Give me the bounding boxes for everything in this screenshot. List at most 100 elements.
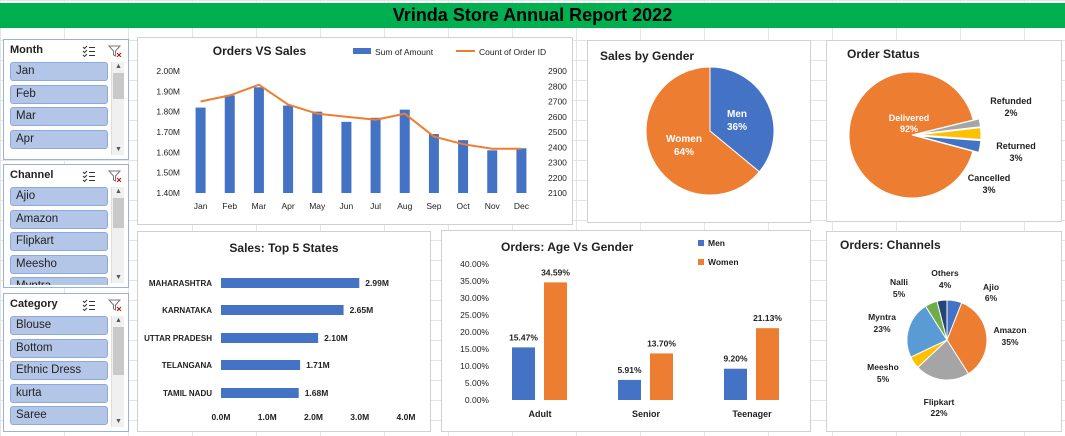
status-slice-refunded: [917, 118, 982, 135]
status-value-returned: 3%: [1009, 153, 1022, 163]
report-title-banner: Vrinda Store Annual Report 2022: [0, 3, 1065, 28]
scroll-thumb[interactable]: [113, 73, 124, 99]
x-tick-label: May: [309, 201, 326, 211]
age-bar-value-label: 21.13%: [753, 313, 782, 323]
y-right-tick-label: 2100: [548, 188, 567, 198]
category-slicer-scrollbar[interactable]: ▲ ▼: [111, 316, 124, 427]
y-tick-label: 30.00%: [460, 293, 489, 303]
y-tick-label: 0.00%: [465, 395, 490, 405]
month-slicer-scrollbar[interactable]: ▲ ▼: [111, 62, 124, 155]
x-tick-label: 4.0M: [397, 412, 416, 422]
channel-slicer[interactable]: ChannelAjioAmazonFlipkartMeeshoMyntra▲▼: [3, 164, 129, 288]
order-status-title: Order Status: [847, 47, 920, 61]
legend-swatch-women: [698, 259, 704, 265]
scroll-thumb[interactable]: [113, 327, 124, 375]
x-tick-label: Jul: [370, 201, 381, 211]
legend-label-women: Women: [708, 257, 739, 267]
sales-by-gender-chart: Men 36% Women 64%: [645, 66, 775, 196]
state-bar: [221, 333, 319, 343]
state-label: MAHARASHTRA: [149, 279, 212, 288]
state-value-label: 2.10M: [324, 333, 348, 343]
slicer-item-feb[interactable]: Feb: [10, 84, 108, 104]
slicer-item-jan[interactable]: Jan: [10, 62, 108, 81]
channels-card: Orders: Channels Ajio 6% Amazon 35% Flipkart…: [826, 231, 1062, 432]
legend-label-men: Men: [708, 238, 725, 248]
y-tick-label: 25.00%: [460, 310, 489, 320]
slicer-item-meesho[interactable]: Meesho: [10, 254, 108, 274]
month-slicer[interactable]: Month Jan Feb Mar Apr ▲ ▼: [3, 39, 129, 160]
scroll-up-icon[interactable]: ▲: [115, 188, 122, 195]
slicer-item-ethnic-dress[interactable]: Ethnic Dress: [10, 361, 108, 380]
sales-bar: [399, 109, 410, 193]
slicer-item-apr[interactable]: Apr: [10, 129, 108, 149]
slicer-item-kurta[interactable]: kurta: [10, 383, 108, 403]
clear-filter-icon[interactable]: [107, 298, 122, 312]
status-slice-delivered: [848, 71, 974, 199]
y-right-tick-label: 2300: [548, 158, 567, 168]
y-tick-label: 40.00%: [460, 259, 489, 269]
y-left-tick-label: 1.60M: [156, 147, 180, 157]
y-tick-label: 5.00%: [465, 378, 490, 388]
scroll-down-icon[interactable]: ▼: [115, 274, 122, 281]
age-vs-gender-card: Orders: Age Vs Gender 0.00% 5.00% 10.00% 15…: [441, 230, 811, 432]
status-value-cancelled: 3%: [982, 185, 995, 195]
sales-bar: [195, 107, 206, 193]
slicer-item-mar[interactable]: Mar: [10, 107, 108, 126]
scroll-up-icon[interactable]: ▲: [115, 63, 122, 70]
x-tick-label: Mar: [252, 201, 267, 211]
multi-select-icon[interactable]: [82, 169, 96, 183]
status-label-returned: Returned: [996, 141, 1036, 151]
age-bar-women: [650, 353, 673, 400]
orders-vs-sales-chart: 1.40M 1.50M 1.60M 1.70M 1.80M 1.90M 2.00M 2100 2…: [156, 47, 567, 211]
slicer-item-ajio[interactable]: Ajio: [10, 187, 108, 206]
channel-label-flipkart: Flipkart: [924, 397, 955, 407]
channel-value-ajio: 6%: [985, 293, 998, 303]
state-value-label: 1.71M: [306, 360, 330, 370]
slicer-item-blouse[interactable]: Blouse: [10, 316, 108, 335]
slicer-item-amazon[interactable]: Amazon: [10, 209, 108, 229]
state-bar: [221, 360, 301, 370]
channel-slicer-scrollbar[interactable]: ▲ ▼: [111, 187, 124, 283]
state-label: TELANGANA: [162, 361, 212, 370]
y-tick-label: 10.00%: [460, 361, 489, 371]
sales-by-gender-card: Sales by Gender Men 36% Women 64%: [587, 40, 811, 223]
multi-select-icon[interactable]: [82, 298, 96, 312]
y-left-tick-label: 2.00M: [156, 66, 180, 76]
state-label: TAMIL NADU: [163, 389, 212, 398]
slicer-item-myntra[interactable]: Myntra: [10, 277, 108, 285]
sales-bar: [224, 95, 235, 193]
clear-filter-icon[interactable]: [107, 169, 122, 183]
scroll-thumb[interactable]: [113, 198, 124, 228]
slicer-item-flipkart[interactable]: Flipkart: [10, 232, 108, 251]
legend-swatch-sum-of-amount: [353, 48, 371, 54]
x-category-label: Senior: [632, 409, 661, 419]
channel-label-others: Others: [931, 268, 959, 278]
sales-bar: [341, 121, 352, 193]
x-tick-label: Jan: [194, 201, 208, 211]
x-category-label: Teenager: [732, 409, 772, 419]
clear-filter-icon[interactable]: [107, 44, 122, 58]
y-right-tick-label: 2800: [548, 81, 567, 91]
category-slicer[interactable]: Category Blouse Bottom Ethnic Dress kurta Sar…: [3, 293, 129, 432]
y-left-tick-label: 1.80M: [156, 107, 180, 117]
y-right-tick-label: 2900: [548, 66, 567, 76]
scroll-up-icon[interactable]: ▲: [115, 317, 122, 324]
multi-select-icon[interactable]: [82, 44, 96, 58]
y-right-tick-label: 2600: [548, 112, 567, 122]
scroll-down-icon[interactable]: ▼: [115, 418, 122, 425]
scroll-down-icon[interactable]: ▼: [115, 146, 122, 153]
slicer-item-bottom[interactable]: Bottom: [10, 338, 108, 358]
channels-title: Orders: Channels: [840, 238, 941, 252]
status-value-refunded: 2%: [1004, 108, 1017, 118]
gender-slice-women: [645, 66, 761, 196]
status-value-delivered: 92%: [900, 124, 918, 134]
category-slicer-items: Blouse Bottom Ethnic Dress kurta Saree: [10, 316, 108, 429]
y-right-tick-label: 2500: [548, 127, 567, 137]
slicer-item-saree[interactable]: Saree: [10, 406, 108, 425]
state-value-label: 2.99M: [365, 278, 389, 288]
x-tick-label: Aug: [397, 201, 412, 211]
channel-label-meesho: Meesho: [867, 362, 899, 372]
x-category-label: Adult: [529, 409, 552, 419]
channel-value-flipkart: 22%: [930, 408, 947, 418]
